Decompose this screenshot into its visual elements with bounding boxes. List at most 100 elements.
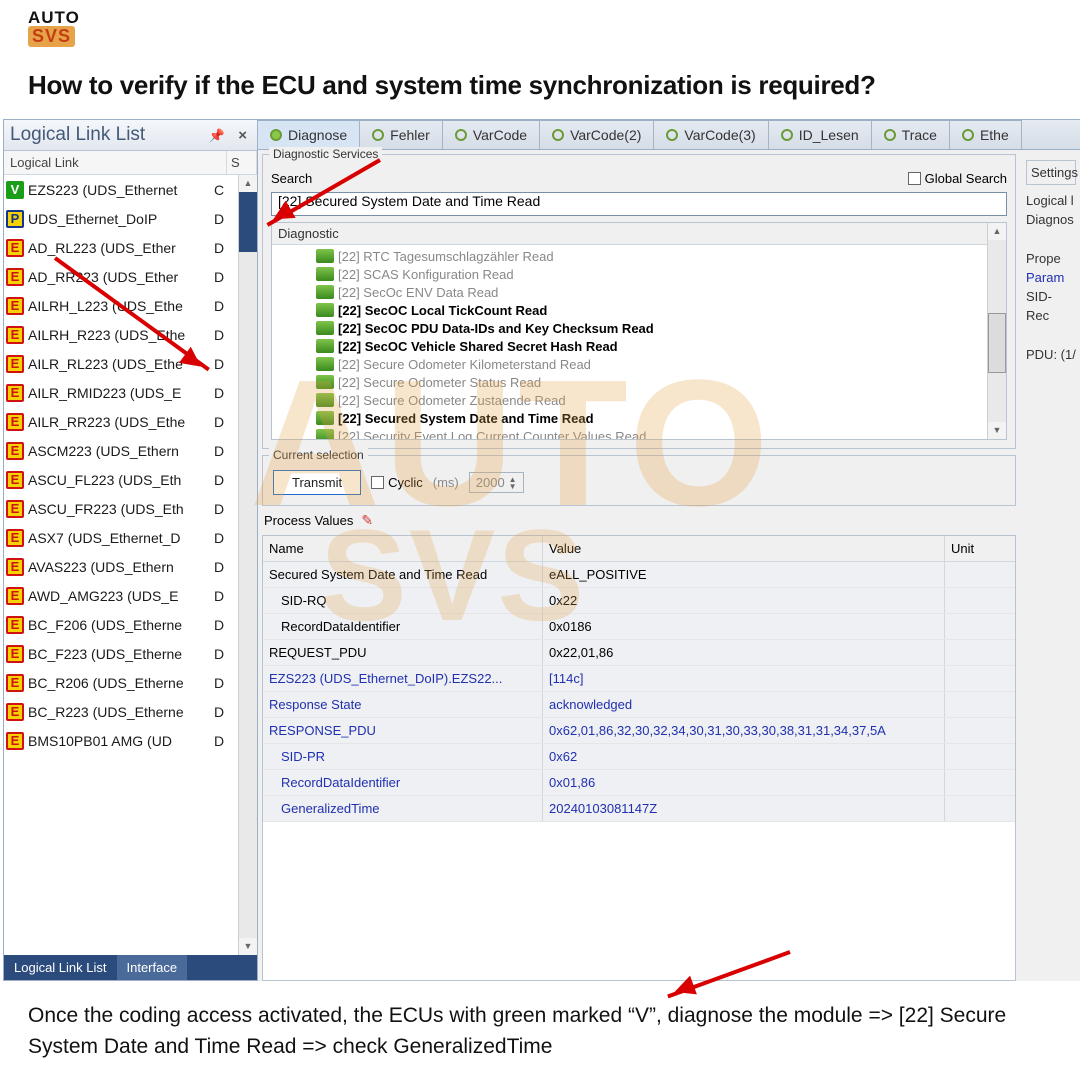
param-label[interactable]: Param bbox=[1026, 270, 1076, 285]
table-row[interactable]: RecordDataIdentifier0x01,86 bbox=[263, 770, 1015, 796]
tab-interface[interactable]: Interface bbox=[117, 955, 188, 980]
status-tag-icon: E bbox=[6, 703, 24, 721]
table-row[interactable]: EZS223 (UDS_Ethernet_DoIP).EZS22...[114c… bbox=[263, 666, 1015, 692]
table-row[interactable]: RecordDataIdentifier0x0186 bbox=[263, 614, 1015, 640]
list-item[interactable]: EAD_RR223 (UDS_EtherD bbox=[4, 262, 238, 291]
list-item-label: BMS10PB01 AMG (UD bbox=[28, 733, 212, 749]
search-input[interactable]: [22] Secured System Date and Time Read bbox=[271, 192, 1007, 216]
settings-box[interactable]: Settings bbox=[1026, 160, 1076, 185]
table-row[interactable]: Secured System Date and Time ReadeALL_PO… bbox=[263, 562, 1015, 588]
scroll-up-icon[interactable]: ▲ bbox=[239, 175, 257, 192]
tree-item[interactable]: [22] SecOC Local TickCount Read bbox=[274, 301, 985, 319]
tree-item[interactable]: [22] RTC Tagesumschlagzähler Read bbox=[274, 247, 985, 265]
list-item[interactable]: PUDS_Ethernet_DoIPD bbox=[4, 204, 238, 233]
table-row[interactable]: SID-RQ0x22 bbox=[263, 588, 1015, 614]
th-name[interactable]: Name bbox=[263, 536, 543, 561]
tree-item[interactable]: [22] SCAS Konfiguration Read bbox=[274, 265, 985, 283]
table-row[interactable]: RESPONSE_PDU0x62,01,86,32,30,32,34,30,31… bbox=[263, 718, 1015, 744]
cell-name: SID-PR bbox=[263, 744, 543, 769]
table-row[interactable]: GeneralizedTime20240103081147Z bbox=[263, 796, 1015, 822]
status-dot-icon bbox=[884, 129, 896, 141]
list-item[interactable]: EASCU_FR223 (UDS_EthD bbox=[4, 494, 238, 523]
list-item-label: AILR_RMID223 (UDS_E bbox=[28, 385, 212, 401]
tab-fehler[interactable]: Fehler bbox=[360, 120, 443, 149]
list-item[interactable]: EBMS10PB01 AMG (UDD bbox=[4, 726, 238, 755]
tab-logical-link-list[interactable]: Logical Link List bbox=[4, 955, 117, 980]
list-item-state: D bbox=[212, 356, 238, 372]
cyclic-checkbox[interactable]: Cyclic bbox=[371, 475, 423, 490]
tree-item[interactable]: [22] Secured System Date and Time Read bbox=[274, 409, 985, 427]
list-item[interactable]: EBC_F223 (UDS_EtherneD bbox=[4, 639, 238, 668]
list-item-state: D bbox=[212, 269, 238, 285]
brand-logo: AUTO SVS bbox=[28, 8, 80, 47]
pin-icon[interactable]: 📌 bbox=[205, 128, 229, 143]
tab-trace[interactable]: Trace bbox=[872, 120, 950, 149]
col-logical-link[interactable]: Logical Link bbox=[4, 151, 227, 174]
wand-icon[interactable]: ✎ bbox=[361, 512, 373, 529]
tab-id_lesen[interactable]: ID_Lesen bbox=[769, 120, 872, 149]
ms-spinner[interactable]: 2000 ▲▼ bbox=[469, 472, 524, 493]
transmit-button[interactable]: Transmit bbox=[273, 470, 361, 495]
scroll-down-icon[interactable]: ▼ bbox=[239, 938, 257, 955]
list-item[interactable]: EBC_R223 (UDS_EtherneD bbox=[4, 697, 238, 726]
cell-unit bbox=[945, 614, 1015, 639]
prope-label: Prope bbox=[1026, 251, 1076, 266]
table-row[interactable]: Response Stateacknowledged bbox=[263, 692, 1015, 718]
tab-ethe[interactable]: Ethe bbox=[950, 120, 1022, 149]
status-tag-icon: E bbox=[6, 268, 24, 286]
list-item[interactable]: EASCU_FL223 (UDS_EthD bbox=[4, 465, 238, 494]
th-value[interactable]: Value bbox=[543, 536, 945, 561]
table-row[interactable]: SID-PR0x62 bbox=[263, 744, 1015, 770]
tab-diagnose[interactable]: Diagnose bbox=[258, 120, 360, 149]
tree-item[interactable]: [22] Secure Odometer Kilometerstand Read bbox=[274, 355, 985, 373]
top-tabs: DiagnoseFehlerVarCodeVarCode(2)VarCode(3… bbox=[258, 120, 1080, 150]
tree-item[interactable]: [22] Secure Odometer Status Read bbox=[274, 373, 985, 391]
col-state[interactable]: S bbox=[227, 151, 257, 174]
list-item[interactable]: EAILRH_R223 (UDS_EtheD bbox=[4, 320, 238, 349]
scroll-thumb[interactable] bbox=[988, 313, 1006, 373]
list-item[interactable]: EAILR_RMID223 (UDS_ED bbox=[4, 378, 238, 407]
global-search-checkbox[interactable]: Global Search bbox=[908, 171, 1007, 186]
list-item[interactable]: EBC_F206 (UDS_EtherneD bbox=[4, 610, 238, 639]
tree-item[interactable]: [22] SecOC PDU Data-IDs and Key Checksum… bbox=[274, 319, 985, 337]
list-item[interactable]: EASX7 (UDS_Ethernet_DD bbox=[4, 523, 238, 552]
scroll-thumb[interactable] bbox=[239, 192, 257, 252]
properties-sidebar: Settings Logical l Diagnos Prope Param S… bbox=[1022, 154, 1080, 981]
list-item[interactable]: EBC_R206 (UDS_EtherneD bbox=[4, 668, 238, 697]
list-item[interactable]: EAWD_AMG223 (UDS_ED bbox=[4, 581, 238, 610]
left-scrollbar[interactable]: ▲ ▼ bbox=[238, 175, 257, 955]
list-columns-header: Logical Link S bbox=[4, 151, 257, 175]
th-unit[interactable]: Unit bbox=[945, 536, 1015, 561]
table-row[interactable]: REQUEST_PDU0x22,01,86 bbox=[263, 640, 1015, 666]
list-item[interactable]: EAD_RL223 (UDS_EtherD bbox=[4, 233, 238, 262]
current-selection-legend: Current selection bbox=[269, 448, 368, 462]
tab-varcode(3)[interactable]: VarCode(3) bbox=[654, 120, 768, 149]
list-item[interactable]: EASCM223 (UDS_EthernD bbox=[4, 436, 238, 465]
tree-item[interactable]: [22] SecOC Vehicle Shared Secret Hash Re… bbox=[274, 337, 985, 355]
link-list[interactable]: VEZS223 (UDS_EthernetCPUDS_Ethernet_DoIP… bbox=[4, 175, 238, 955]
tab-varcode[interactable]: VarCode bbox=[443, 120, 540, 149]
cell-value: 0x01,86 bbox=[543, 770, 945, 795]
list-item-label: ASCU_FR223 (UDS_Eth bbox=[28, 501, 212, 517]
cell-name: RecordDataIdentifier bbox=[263, 614, 543, 639]
tree-scrollbar[interactable]: ▲ ▼ bbox=[987, 223, 1006, 439]
list-item-state: D bbox=[212, 530, 238, 546]
tree-item[interactable]: [22] SecOc ENV Data Read bbox=[274, 283, 985, 301]
search-label: Search bbox=[271, 171, 312, 186]
logo-text-top: AUTO bbox=[28, 8, 80, 28]
list-item[interactable]: EAILR_RR223 (UDS_EtheD bbox=[4, 407, 238, 436]
scroll-down-icon[interactable]: ▼ bbox=[988, 422, 1006, 439]
diagnostic-tree[interactable]: Diagnostic [22] RTC Tagesumschlagzähler … bbox=[271, 222, 1007, 440]
scroll-up-icon[interactable]: ▲ bbox=[988, 223, 1006, 240]
list-item[interactable]: VEZS223 (UDS_EthernetC bbox=[4, 175, 238, 204]
cell-value: 0x0186 bbox=[543, 614, 945, 639]
tree-item[interactable]: [22] Secure Odometer Zustaende Read bbox=[274, 391, 985, 409]
list-item-state: D bbox=[212, 298, 238, 314]
tab-varcode(2)[interactable]: VarCode(2) bbox=[540, 120, 654, 149]
list-item[interactable]: EAVAS223 (UDS_EthernD bbox=[4, 552, 238, 581]
close-icon[interactable]: × bbox=[234, 127, 251, 144]
tree-item[interactable]: [22] Security Event Log Current Counter … bbox=[274, 427, 985, 439]
bottom-tabs: Logical Link List Interface bbox=[4, 955, 257, 980]
page-title: How to verify if the ECU and system time… bbox=[28, 70, 1060, 101]
status-dot-icon bbox=[962, 129, 974, 141]
